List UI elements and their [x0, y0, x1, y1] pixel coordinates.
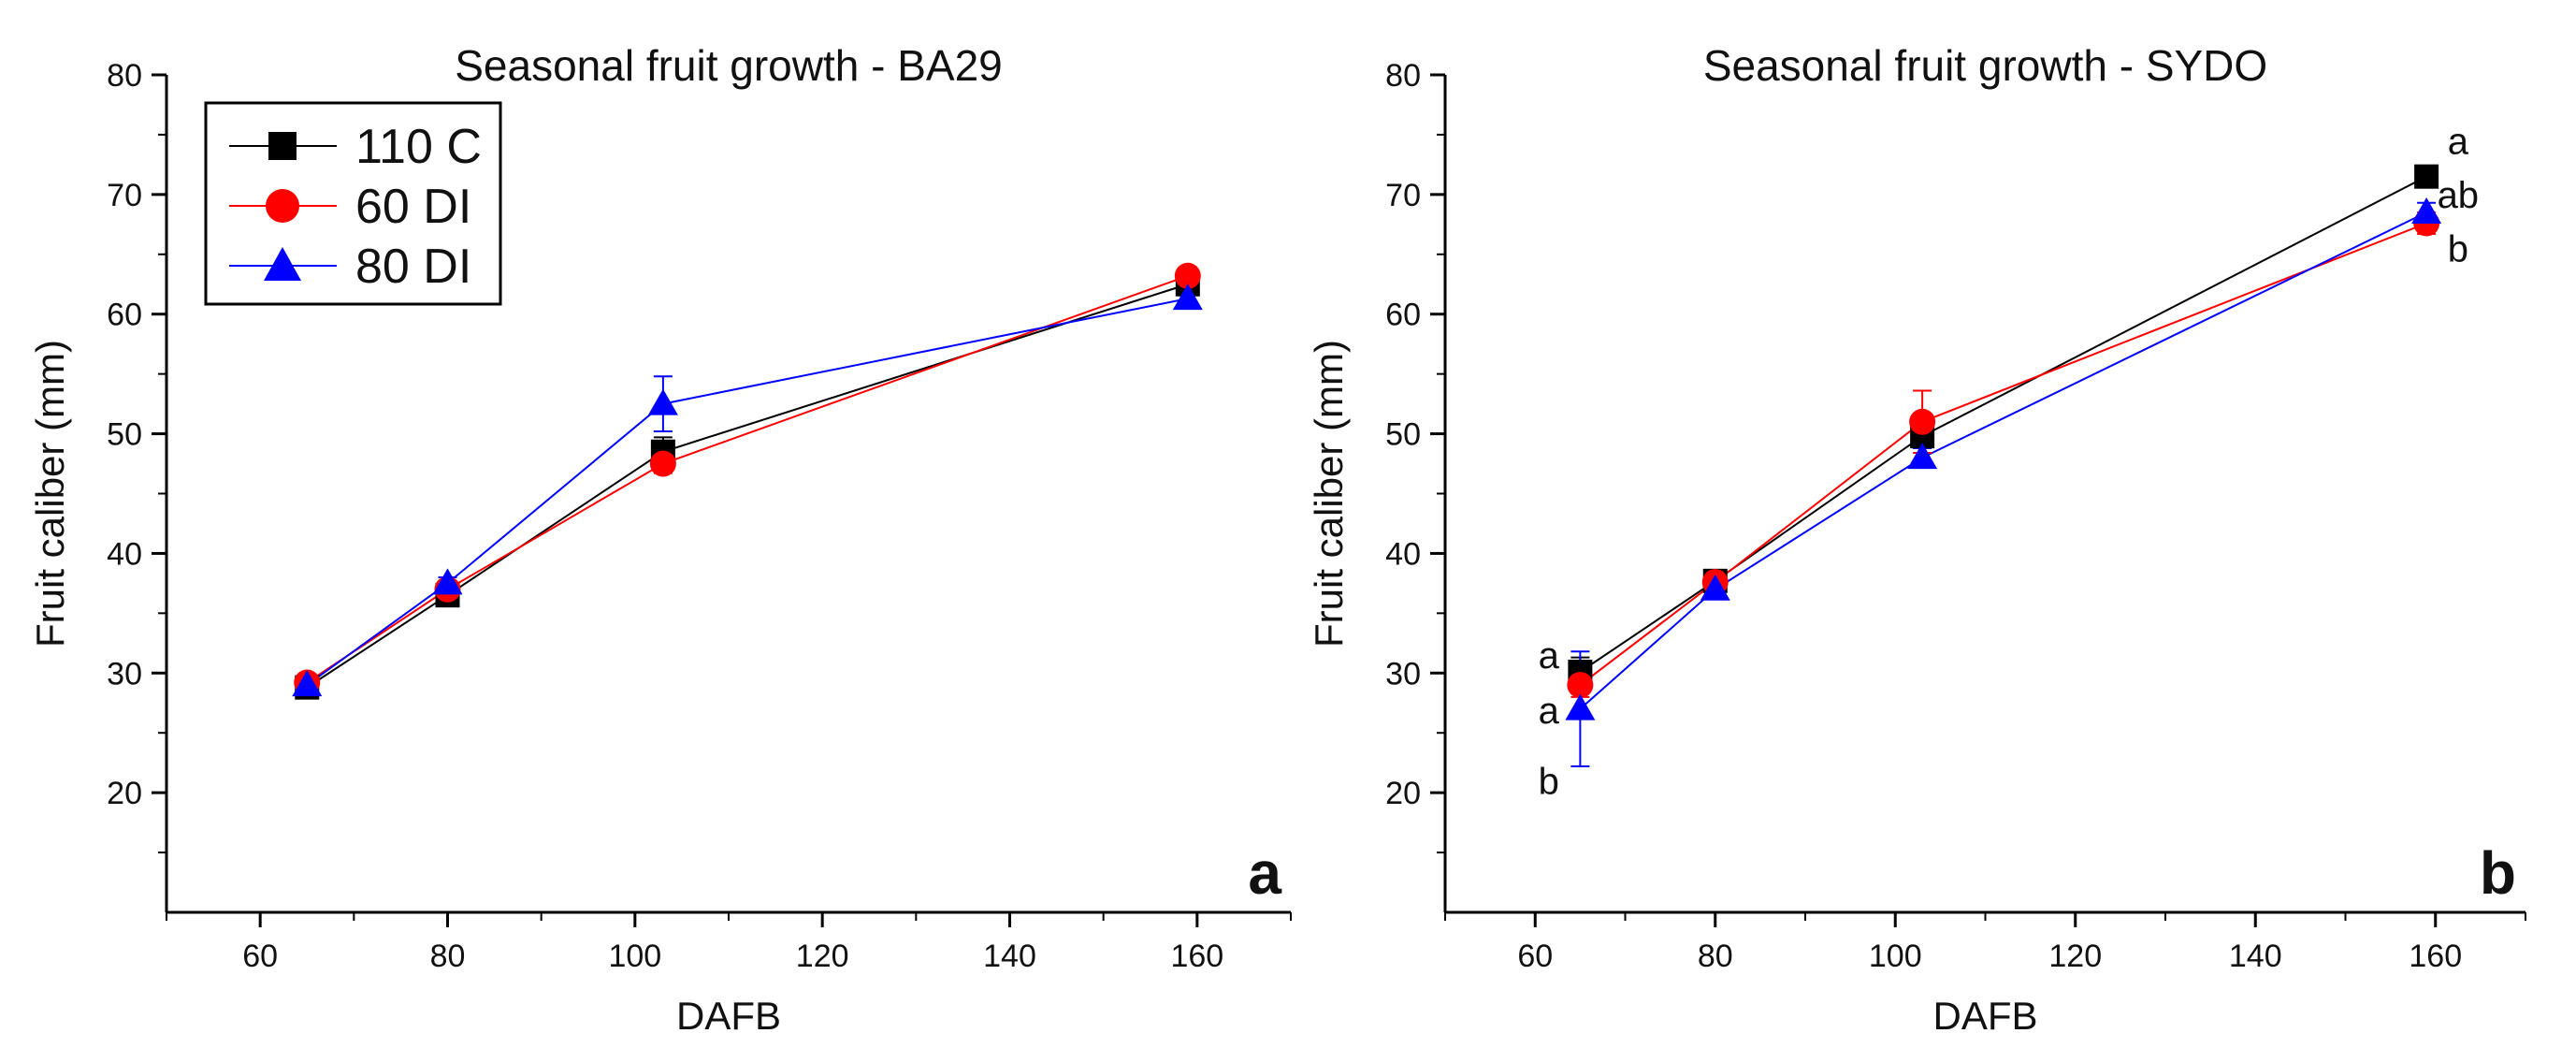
x-axis-label: DAFB: [676, 994, 781, 1038]
legend-label: 60 DI: [355, 180, 471, 234]
significance-label: a: [2448, 121, 2469, 162]
series-line-circle: [1579, 222, 2427, 686]
panel-a: Seasonal fruit growth - BA29 DAFB Fruit …: [28, 41, 1292, 1038]
chart-title: Seasonal fruit growth - BA29: [455, 41, 1003, 90]
legend-label: 110 C: [355, 120, 482, 174]
significance-label: ab: [2438, 175, 2480, 216]
data-point-triangle: [292, 670, 323, 697]
legend-marker-circle: [266, 189, 299, 223]
x-tick-label: 120: [796, 939, 849, 974]
data-point-circle: [649, 450, 676, 477]
chart-title: Seasonal fruit growth - SYDO: [1703, 41, 2267, 90]
y-tick-label: 60: [1385, 298, 1421, 333]
data-point-circle: [1567, 672, 1594, 699]
panel-letter: a: [1248, 839, 1281, 907]
x-tick-label: 80: [1698, 939, 1733, 974]
y-axis-label: Fruit caliber (mm): [28, 340, 72, 648]
y-axis-label: Fruit caliber (mm): [1307, 340, 1351, 648]
data-point-triangle: [432, 568, 463, 595]
panel-letter: b: [2480, 839, 2516, 907]
series-line-triangle: [1579, 211, 2427, 710]
significance-label: b: [2448, 228, 2468, 269]
y-tick-label: 40: [1385, 536, 1421, 572]
y-tick-label: 40: [107, 536, 142, 572]
data-point-triangle: [1172, 284, 1203, 311]
significance-label: b: [1539, 761, 1559, 802]
y-tick-label: 30: [107, 656, 142, 691]
significance-label: a: [1539, 635, 1560, 677]
series-line-square: [306, 283, 1189, 689]
legend-marker-square: [268, 132, 297, 160]
data-point-triangle: [1907, 443, 1938, 470]
y-tick-label: 70: [107, 178, 142, 213]
series-line-circle: [306, 274, 1189, 684]
y-tick-label: 50: [1385, 417, 1421, 453]
panel-b: Seasonal fruit growth - SYDO DAFB Fruit …: [1307, 41, 2526, 1038]
x-tick-label: 80: [430, 939, 466, 974]
legend-box: [204, 101, 502, 306]
y-tick-label: 70: [1385, 178, 1421, 213]
legend-marker-triangle: [264, 247, 301, 281]
legend-label: 80 DI: [355, 240, 471, 294]
y-tick-label: 60: [107, 298, 142, 333]
x-tick-label: 140: [2229, 939, 2282, 974]
data-point-triangle: [647, 388, 678, 415]
y-tick-label: 50: [107, 417, 142, 453]
data-point-triangle: [1700, 574, 1730, 601]
y-tick-label: 80: [1385, 58, 1421, 94]
x-tick-label: 120: [2048, 939, 2102, 974]
series-line-triangle: [306, 298, 1189, 686]
data-point-triangle: [1565, 693, 1596, 720]
series-line-square: [1579, 175, 2427, 673]
x-tick-label: 60: [1517, 939, 1553, 974]
data-point-triangle: [2411, 197, 2442, 225]
data-point-square: [2414, 164, 2439, 189]
data-point-circle: [1909, 408, 1936, 435]
y-tick-label: 20: [107, 776, 142, 811]
x-tick-label: 100: [608, 939, 661, 974]
x-tick-label: 160: [1170, 939, 1223, 974]
x-tick-label: 100: [1869, 939, 1922, 974]
y-tick-label: 80: [107, 58, 142, 94]
x-tick-label: 160: [2409, 939, 2462, 974]
x-tick-label: 140: [983, 939, 1036, 974]
y-tick-label: 30: [1385, 656, 1421, 691]
data-point-circle: [1174, 262, 1201, 289]
x-tick-label: 60: [242, 939, 278, 974]
significance-label: a: [1539, 691, 1560, 732]
y-tick-label: 20: [1385, 776, 1421, 811]
x-axis-label: DAFB: [1932, 994, 2037, 1038]
